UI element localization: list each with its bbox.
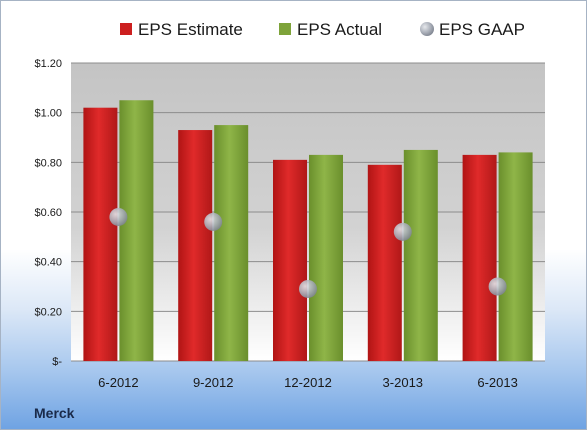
point-eps-gaap xyxy=(109,207,128,226)
bar-eps-estimate xyxy=(273,159,307,361)
y-tick-label: $- xyxy=(52,356,62,368)
legend: EPS Estimate EPS Actual EPS GAAP xyxy=(120,20,525,39)
x-tick-label: 12-2012 xyxy=(284,375,332,390)
bars xyxy=(83,100,533,361)
point-eps-gaap xyxy=(204,212,223,231)
y-tick-label: $1.20 xyxy=(34,58,62,70)
bar-eps-estimate xyxy=(178,130,213,361)
bar-eps-actual xyxy=(403,149,438,361)
company-label: Merck xyxy=(34,405,75,421)
y-tick-label: $0.20 xyxy=(34,306,62,318)
bar-eps-actual xyxy=(309,154,343,361)
bar-eps-estimate xyxy=(367,164,402,361)
gaap-points xyxy=(109,207,507,298)
point-eps-gaap xyxy=(393,222,412,241)
point-eps-gaap xyxy=(299,279,317,298)
x-axis-labels: 6-2012 9-2012 12-2012 3-2013 6-2013 xyxy=(98,375,518,390)
legend-marker xyxy=(279,23,291,35)
bar-eps-actual xyxy=(119,100,154,361)
legend-label: EPS GAAP xyxy=(439,20,525,39)
bar-eps-actual xyxy=(498,152,533,361)
point-eps-gaap xyxy=(488,277,507,296)
legend-label: EPS Estimate xyxy=(138,20,243,39)
legend-label: EPS Actual xyxy=(297,20,382,39)
x-tick-label: 3-2013 xyxy=(383,375,423,390)
legend-marker xyxy=(420,22,434,36)
y-tick-label: $0.40 xyxy=(34,257,62,269)
bar-eps-actual xyxy=(214,125,249,361)
legend-marker xyxy=(120,23,132,35)
bar-eps-estimate xyxy=(83,107,118,361)
y-tick-label: $0.60 xyxy=(34,207,62,219)
bar-eps-estimate xyxy=(462,154,497,361)
y-tick-label: $0.80 xyxy=(34,157,62,169)
x-tick-label: 6-2013 xyxy=(477,375,517,390)
x-tick-label: 9-2012 xyxy=(193,375,233,390)
y-axis-ticks: $- $0.20 $0.40 $0.60 $0.80 $1.00 $1.20 xyxy=(34,58,62,368)
x-tick-label: 6-2012 xyxy=(98,375,138,390)
y-tick-label: $1.00 xyxy=(34,108,62,120)
